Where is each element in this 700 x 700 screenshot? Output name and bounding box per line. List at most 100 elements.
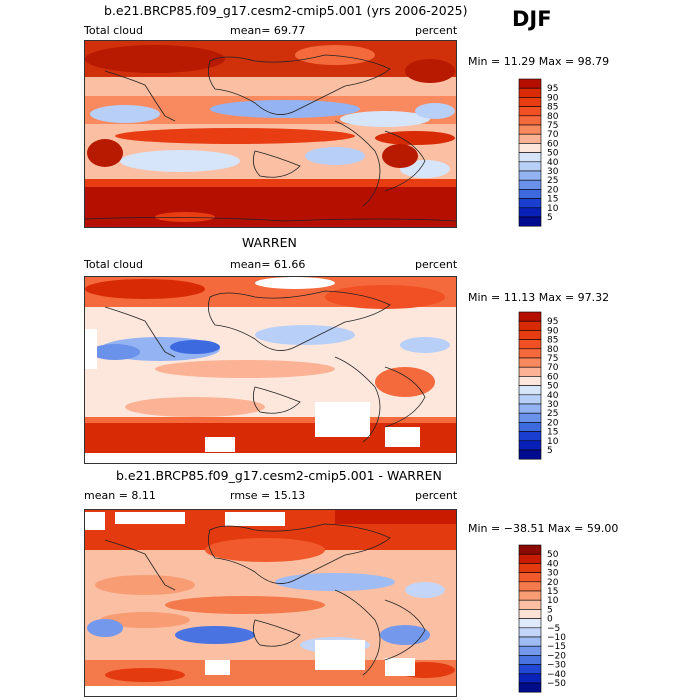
- colorbar-swatch: [518, 636, 542, 647]
- colorbar-swatch: [518, 590, 542, 601]
- colorbar-swatch: [518, 161, 542, 172]
- colorbar-tick-label: 95: [547, 84, 558, 94]
- colorbar-tick-label: 0: [547, 615, 553, 625]
- panel3-title: b.e21.BRCP85.f09_g17.cesm2-cmip5.001 - W…: [116, 468, 442, 483]
- colorbar-swatch: [518, 655, 542, 665]
- colorbar-swatch: [518, 311, 542, 322]
- colorbar-tick-label: 15: [547, 587, 558, 597]
- colorbar-tick-label: 70: [547, 363, 559, 373]
- panel1-colorbar: 95 90 85 80 75 70 60 50 40 30 25 20 15 10 5: [518, 78, 579, 227]
- colorbar-tick-label: 80: [547, 112, 559, 122]
- panel3-map: [84, 509, 457, 697]
- colorbar-tick-label: 20: [547, 185, 559, 195]
- colorbar-swatch: [518, 682, 542, 693]
- colorbar-tick-label: −5: [547, 624, 560, 634]
- panel3-colorbar: 50 40 30 20 15 10 5 0 −5 −10 −15 −20 −30 −40 −50: [518, 544, 579, 693]
- colorbar-tick-label: 60: [547, 372, 559, 382]
- colorbar-tick-label: −40: [547, 670, 566, 680]
- colorbar-swatch: [518, 376, 542, 386]
- colorbar-swatch: [518, 394, 542, 405]
- panel1-map: [84, 40, 457, 228]
- colorbar-tick-label: 90: [547, 93, 559, 103]
- colorbar-swatch: [518, 152, 542, 163]
- panel1-title: b.e21.BRCP85.f09_g17.cesm2-cmip5.001 (yr…: [104, 3, 468, 18]
- colorbar-swatch: [518, 339, 542, 350]
- panel1-units-label: percent: [415, 24, 458, 37]
- colorbar-swatch: [518, 87, 542, 98]
- panel3-mean-label: mean = 8.11: [84, 489, 156, 502]
- colorbar-swatch: [518, 563, 542, 573]
- colorbar-swatch: [518, 179, 542, 190]
- panel2-map: [84, 276, 457, 464]
- colorbar-tick-label: −10: [547, 633, 566, 643]
- colorbar-swatch: [518, 124, 542, 135]
- colorbar-tick-label: 10: [547, 596, 559, 606]
- colorbar-tick-label: 50: [547, 149, 559, 159]
- colorbar-tick-label: 80: [547, 345, 559, 355]
- colorbar-swatch: [518, 133, 542, 144]
- colorbar-tick-label: −15: [547, 642, 566, 652]
- panel3-units-label: percent: [415, 489, 458, 502]
- colorbar-swatch: [518, 330, 542, 340]
- colorbar-swatch: [518, 645, 542, 656]
- panel1-mean-label: mean= 69.77: [230, 24, 306, 37]
- colorbar-swatch: [518, 431, 542, 442]
- colorbar-swatch: [518, 599, 542, 610]
- colorbar-swatch: [518, 207, 542, 218]
- colorbar-swatch: [518, 618, 542, 629]
- colorbar-swatch: [518, 412, 542, 423]
- colorbar-tick-label: 5: [547, 605, 553, 615]
- colorbar-tick-label: 20: [547, 578, 559, 588]
- colorbar-tick-label: 40: [547, 559, 559, 569]
- colorbar-swatch: [518, 544, 542, 555]
- colorbar-swatch: [518, 198, 542, 209]
- colorbar-swatch: [518, 581, 542, 592]
- colorbar-swatch: [518, 553, 542, 564]
- colorbar-tick-label: 15: [547, 428, 558, 438]
- colorbar-tick-label: 10: [547, 437, 559, 447]
- colorbar-tick-label: 30: [547, 167, 559, 177]
- colorbar-swatch: [518, 320, 542, 331]
- season-label: DJF: [512, 7, 552, 31]
- colorbar-swatch: [518, 609, 542, 619]
- colorbar-tick-label: −50: [547, 679, 566, 689]
- colorbar-tick-label: 60: [547, 139, 559, 149]
- colorbar-tick-label: 30: [547, 569, 559, 579]
- colorbar-swatch: [518, 189, 542, 199]
- panel3-minmax: Min = −38.51 Max = 59.00: [468, 522, 619, 535]
- colorbar-swatch: [518, 385, 542, 396]
- colorbar-swatch: [518, 627, 542, 638]
- colorbar-tick-label: 85: [547, 103, 558, 113]
- colorbar-tick-label: −20: [547, 651, 566, 661]
- colorbar-tick-label: 10: [547, 204, 559, 214]
- panel3-rmse-label: rmse = 15.13: [230, 489, 306, 502]
- colorbar-swatch: [518, 449, 542, 460]
- colorbar-swatch: [518, 143, 542, 153]
- colorbar-tick-label: 90: [547, 326, 559, 336]
- colorbar-swatch: [518, 572, 542, 583]
- colorbar-swatch: [518, 440, 542, 451]
- panel2-variable-label: Total cloud: [84, 258, 143, 271]
- colorbar-tick-label: 30: [547, 400, 559, 410]
- colorbar-tick-label: 85: [547, 336, 558, 346]
- colorbar-tick-label: 75: [547, 121, 558, 131]
- colorbar-tick-label: 25: [547, 409, 558, 419]
- panel1-minmax: Min = 11.29 Max = 98.79: [468, 55, 610, 68]
- colorbar-swatch: [518, 366, 542, 377]
- colorbar-tick-label: 40: [547, 158, 559, 168]
- panel2-minmax: Min = 11.13 Max = 97.32: [468, 291, 610, 304]
- colorbar-swatch: [518, 78, 542, 89]
- colorbar-tick-label: 5: [547, 213, 553, 223]
- panel2-units-label: percent: [415, 258, 458, 271]
- panel1-variable-label: Total cloud: [84, 24, 143, 37]
- colorbar-swatch: [518, 115, 542, 126]
- colorbar-tick-label: 40: [547, 391, 559, 401]
- colorbar-tick-label: 25: [547, 176, 558, 186]
- colorbar-swatch: [518, 97, 542, 107]
- colorbar-swatch: [518, 170, 542, 181]
- colorbar-tick-label: 15: [547, 195, 558, 205]
- colorbar-tick-label: 95: [547, 317, 558, 327]
- colorbar-tick-label: 70: [547, 130, 559, 140]
- colorbar-swatch: [518, 664, 542, 675]
- colorbar-swatch: [518, 348, 542, 359]
